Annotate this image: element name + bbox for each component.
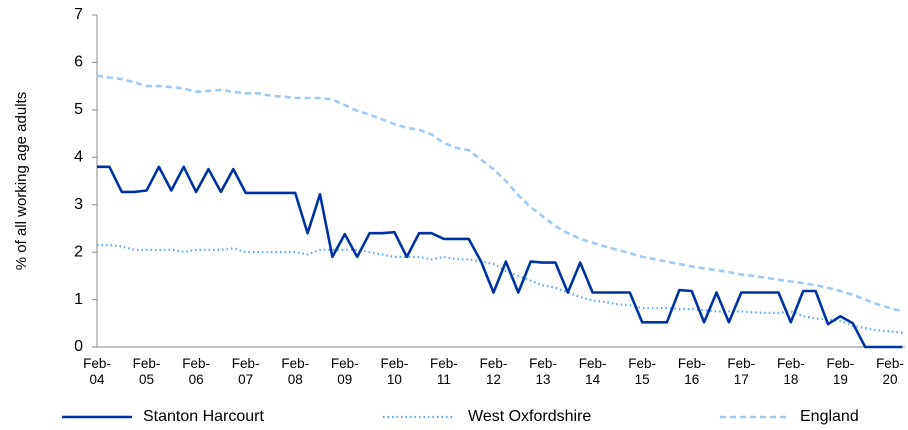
x-tick-label: Feb-15 [628,356,657,387]
y-tick-label: 3 [74,196,83,213]
x-tick-label: Feb-13 [529,356,557,387]
y-tick-label: 1 [74,291,83,308]
series-line [96,74,903,313]
y-tick-label: 6 [74,54,83,71]
y-tick-label: 0 [74,338,83,355]
series-line [97,165,903,349]
x-tick-label: Feb-19 [826,356,855,387]
y-tick-label: 7 [74,6,83,23]
x-tick-label: Feb-04 [83,356,111,387]
x-tick-label: Feb-10 [380,356,409,387]
x-tick-label: Feb-16 [677,356,706,387]
x-tick-label: Feb-17 [727,356,756,387]
x-tick-label: Feb-18 [776,356,805,387]
y-tick-label: 4 [74,149,83,166]
x-tick-label: Feb-09 [330,356,359,387]
y-tick-label: 2 [74,243,83,260]
x-tick-label: Feb-08 [281,356,310,387]
legend-label: England [800,408,859,425]
x-tick-label: Feb-14 [578,356,607,387]
x-tick-label: Feb-11 [430,356,458,387]
legend-label: West Oxfordshire [468,408,591,425]
x-tick-label: Feb-06 [182,356,210,387]
series-line [97,243,903,334]
y-tick-label: 5 [74,101,83,118]
y-axis-label: % of all working age adults [13,92,30,270]
legend-label: Stanton Harcourt [143,408,265,425]
x-tick-label: Feb-07 [231,356,260,387]
x-tick-label: Feb-20 [876,356,904,387]
x-tick-label: Feb-05 [132,356,161,387]
x-tick-label: Feb-12 [479,356,508,387]
